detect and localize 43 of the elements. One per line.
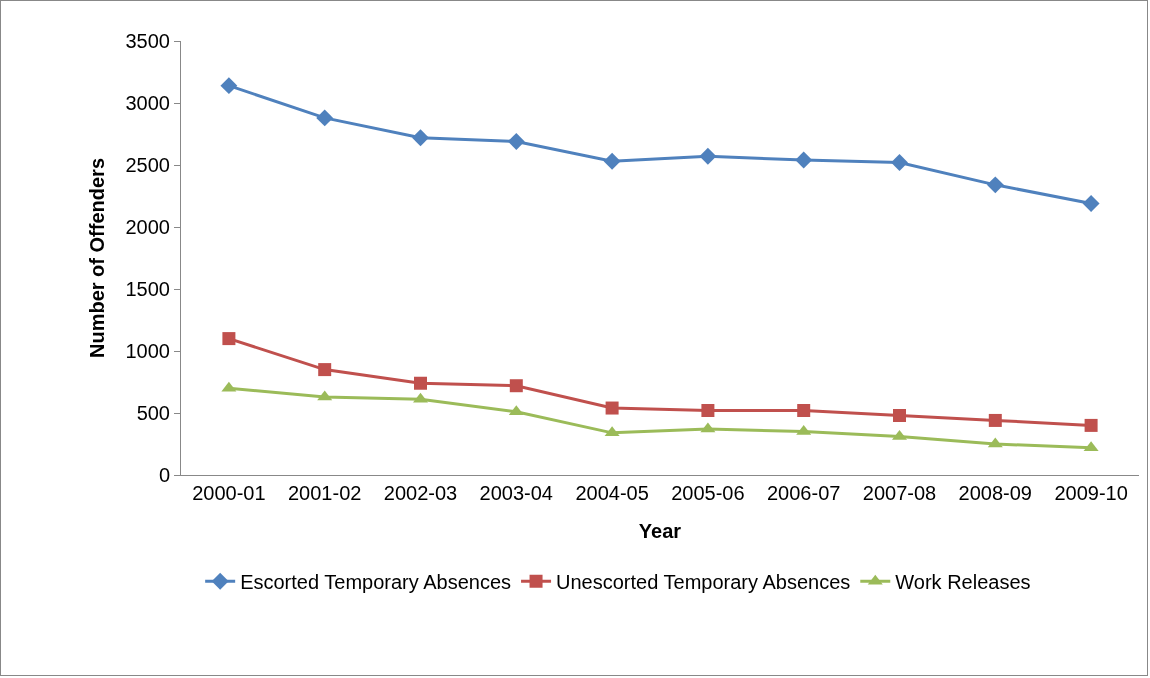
x-tick-label: 2009-10: [1054, 482, 1128, 504]
point: [1082, 194, 1100, 212]
y-tick-label: 2000: [125, 216, 170, 238]
y-tick-label: 1500: [125, 278, 170, 300]
x-tick-label: 2006-07: [767, 482, 841, 504]
legend-label: Work Releases: [895, 571, 1031, 594]
y-tick-label: 3000: [125, 92, 170, 114]
point: [795, 151, 813, 169]
x-tick-label: 2008-09: [958, 482, 1032, 504]
point: [412, 129, 429, 147]
point: [986, 176, 1004, 194]
point: [1084, 418, 1098, 432]
x-tick-label: 2001-02: [288, 482, 362, 504]
point: [605, 401, 619, 415]
y-tick-label: 1000: [125, 340, 170, 362]
legend-label: Unescorted Temporary Absences: [556, 571, 851, 594]
point: [893, 408, 906, 422]
y-tick-label: 0: [158, 464, 170, 486]
x-tick-label: 2002-03: [383, 482, 458, 504]
point: [220, 77, 238, 95]
x-axis-title: Year: [638, 519, 682, 542]
x-tick-label: 2004-05: [575, 482, 649, 504]
y-tick-label: 3500: [125, 30, 170, 52]
point: [891, 154, 908, 171]
y-axis-title: Number of Offenders: [86, 157, 108, 359]
point: [414, 376, 427, 390]
point: [988, 413, 1002, 427]
x-tick-label: 2005-06: [671, 482, 745, 504]
y-tick-label: 500: [136, 402, 170, 424]
point: [222, 332, 236, 346]
x-tick-label: 2000-01: [192, 482, 266, 504]
legend-label: Escorted Temporary Absences: [240, 571, 512, 594]
point: [507, 132, 525, 150]
point: [699, 147, 717, 165]
point: [603, 152, 621, 170]
x-tick-label: 2007-08: [862, 482, 937, 504]
point: [316, 109, 334, 127]
point: [318, 363, 332, 377]
point: [797, 404, 811, 418]
point: [701, 404, 715, 418]
y-tick-label: 2500: [125, 154, 170, 176]
point: [509, 379, 523, 393]
x-tick-label: 2003-04: [479, 482, 553, 504]
